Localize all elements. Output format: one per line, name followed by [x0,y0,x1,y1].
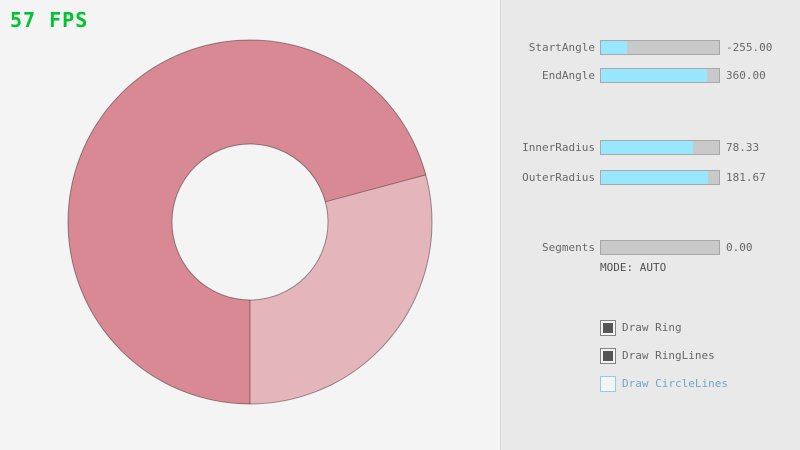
draw-circlelines-label: Draw CircleLines [622,377,728,390]
outerradius-label: OuterRadius [522,171,595,184]
startangle-label: StartAngle [528,41,595,54]
startangle-slider[interactable] [600,40,720,55]
ring-boundary-line-right [325,174,426,203]
mode-indicator: MODE: AUTO [600,261,667,274]
outerradius-slider-fill [601,171,709,184]
outerradius-slider[interactable] [600,170,720,185]
endangle-slider-fill [601,69,708,82]
endangle-label: EndAngle [542,69,595,82]
outerradius-value: 181.67 [726,171,766,184]
draw-ring-label: Draw Ring [622,321,682,334]
segments-label: Segments [542,241,595,254]
ring-canvas [67,39,433,405]
innerradius-slider[interactable] [600,140,720,155]
draw-ringlines-label: Draw RingLines [622,349,715,362]
slider-row-outerradius: OuterRadius 181.67 [500,170,800,186]
checkmark [603,323,613,333]
innerradius-label: InnerRadius [522,141,595,154]
draw-ring-checkbox[interactable] [600,320,616,336]
segments-slider[interactable] [600,240,720,255]
draw-circlelines-checkbox[interactable] [600,376,616,392]
ring-outer-outline [67,39,433,405]
innerradius-value: 78.33 [726,141,760,154]
slider-row-innerradius: InnerRadius 78.33 [500,140,800,156]
startangle-value: -255.00 [726,41,773,54]
checkmark [603,351,613,361]
endangle-slider[interactable] [600,68,720,83]
draw-ringlines-checkbox[interactable] [600,348,616,364]
ring-sector-light [250,174,433,404]
ring-inner-outline [171,143,329,301]
innerradius-slider-fill [601,141,694,154]
slider-row-endangle: EndAngle 360.00 [500,68,800,84]
endangle-value: 360.00 [726,69,766,82]
ring-sector-dark [68,40,426,404]
startangle-slider-fill [601,41,627,54]
segments-value: 0.00 [726,241,753,254]
slider-row-startangle: StartAngle -255.00 [500,40,800,56]
slider-row-segments: Segments 0.00 [500,240,800,256]
fps-counter: 57 FPS [10,8,89,32]
